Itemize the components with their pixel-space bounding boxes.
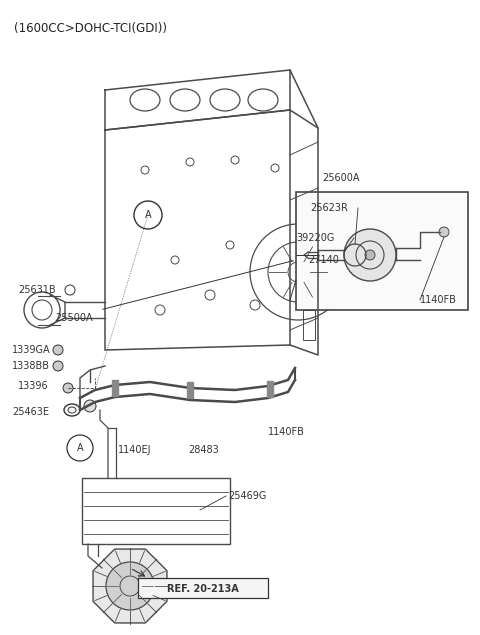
Bar [138, 578, 268, 598]
Bar [296, 192, 468, 310]
Text: 39220G: 39220G [296, 233, 335, 243]
Bar [303, 310, 315, 340]
Text: (1600CC>DOHC-TCI(GDI)): (1600CC>DOHC-TCI(GDI)) [14, 22, 167, 35]
Circle shape [63, 383, 73, 393]
Text: 1140FB: 1140FB [268, 427, 305, 437]
Bar [82, 478, 230, 544]
Text: 25469G: 25469G [228, 491, 266, 501]
Text: 1140FB: 1140FB [420, 295, 457, 305]
Text: 13396: 13396 [18, 381, 48, 391]
Text: 25463E: 25463E [12, 407, 49, 417]
Bar [267, 381, 273, 397]
Circle shape [53, 345, 63, 355]
Polygon shape [93, 549, 167, 623]
Text: 1140EJ: 1140EJ [118, 445, 152, 455]
Circle shape [106, 562, 154, 610]
Text: 1338BB: 1338BB [12, 361, 50, 371]
Bar [187, 382, 193, 398]
Text: 25500A: 25500A [55, 313, 93, 323]
Circle shape [53, 361, 63, 371]
Bar [112, 380, 118, 396]
Text: 25631B: 25631B [18, 285, 56, 295]
Circle shape [344, 229, 396, 281]
Text: 1339GA: 1339GA [12, 345, 50, 355]
Text: 27140: 27140 [308, 255, 339, 265]
Circle shape [84, 400, 96, 412]
Text: A: A [144, 210, 151, 220]
Text: 25623R: 25623R [310, 203, 348, 213]
Text: 28483: 28483 [188, 445, 219, 455]
Circle shape [365, 250, 375, 260]
Text: A: A [77, 443, 84, 453]
Circle shape [439, 227, 449, 237]
Text: REF. 20-213A: REF. 20-213A [167, 584, 239, 594]
Text: 25600A: 25600A [322, 173, 360, 183]
